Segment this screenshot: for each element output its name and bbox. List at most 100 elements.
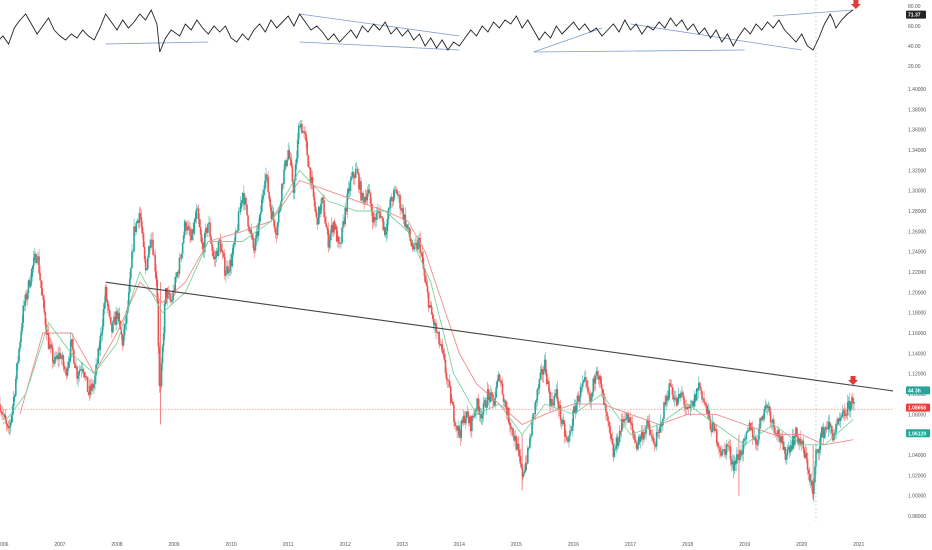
candle-body xyxy=(850,401,852,411)
oscillator-trendline-1[interactable] xyxy=(299,13,460,37)
candle-body xyxy=(322,197,324,201)
candle-body xyxy=(759,418,761,429)
candle-body xyxy=(596,371,599,376)
candle-body xyxy=(848,400,851,411)
candle-body xyxy=(492,394,494,401)
candle-body xyxy=(466,411,469,417)
candle-body xyxy=(494,397,496,406)
candle-body xyxy=(501,383,504,395)
candle-body xyxy=(48,344,51,349)
candle-body xyxy=(496,380,498,388)
candle-body xyxy=(271,211,274,219)
candle-body xyxy=(476,398,478,410)
candle-body xyxy=(243,193,245,205)
candle-body xyxy=(108,310,111,318)
candle-body xyxy=(160,363,163,387)
candle-body xyxy=(369,192,372,204)
candle-body xyxy=(274,228,277,234)
candle-body xyxy=(690,404,693,406)
candle-body xyxy=(643,432,645,440)
candle-body xyxy=(649,429,652,435)
candle-body xyxy=(843,410,846,416)
candle-body xyxy=(601,388,604,394)
price-y-tick-label: 1.36000 xyxy=(908,128,926,134)
candle-body xyxy=(726,444,729,446)
candle-body xyxy=(220,250,223,252)
candle-body xyxy=(228,271,230,273)
candle-body xyxy=(34,253,36,259)
candle-body xyxy=(86,376,89,393)
candle-body xyxy=(562,419,565,425)
candle-body xyxy=(231,254,234,267)
candle-body xyxy=(589,392,591,403)
candle-body xyxy=(718,446,720,448)
candle-body xyxy=(605,403,607,412)
candle-body xyxy=(295,158,298,165)
candle-body xyxy=(296,139,299,159)
candle-body xyxy=(577,395,580,402)
candle-body xyxy=(84,376,87,378)
price-y-tick-label: 1.10000 xyxy=(908,392,926,398)
candle-body xyxy=(5,419,8,425)
candle-body xyxy=(590,397,592,403)
oscillator-trendline-2[interactable] xyxy=(299,41,460,51)
oscillator-trendline-4[interactable] xyxy=(533,49,745,53)
candle-body xyxy=(287,150,289,160)
candle-body xyxy=(392,190,395,202)
candle-body xyxy=(464,418,467,424)
candle-body xyxy=(797,436,799,444)
candle-body xyxy=(328,240,331,248)
candle-body xyxy=(141,227,144,234)
candle-body xyxy=(398,195,400,196)
candle-body xyxy=(576,395,579,405)
candle-body xyxy=(10,415,13,423)
price-badge xyxy=(906,429,930,438)
candle-body xyxy=(100,334,103,336)
candle-body xyxy=(768,406,771,412)
oscillator-value-badge-text: 71.37 xyxy=(908,13,921,19)
candle-body xyxy=(470,416,472,432)
oscillator-trendline-0[interactable] xyxy=(105,41,209,45)
candle-body xyxy=(120,329,123,335)
candle-body xyxy=(522,472,525,477)
candle-body xyxy=(329,233,332,241)
candle-body xyxy=(704,402,706,405)
candle-body xyxy=(652,438,655,444)
candle-body xyxy=(619,430,622,432)
candle-body xyxy=(247,215,249,227)
candle-body xyxy=(17,361,19,364)
candle-body xyxy=(730,459,733,465)
candle-body xyxy=(548,381,550,392)
candle-body xyxy=(154,255,156,272)
candle-body xyxy=(245,197,247,205)
candle-body xyxy=(332,221,335,233)
candle-body xyxy=(623,419,625,423)
candle-body xyxy=(558,405,561,410)
candle-body xyxy=(599,376,602,384)
candle-body xyxy=(123,323,126,336)
price-y-tick-label: 1.14000 xyxy=(908,351,926,357)
candle-body xyxy=(762,416,765,419)
x-tick-label: 2010 xyxy=(226,542,237,548)
oscillator-trendline-5[interactable] xyxy=(630,23,802,51)
candle-body xyxy=(508,407,510,423)
candle-body xyxy=(633,434,636,440)
oscillator-trendline-6[interactable] xyxy=(773,9,854,17)
candle-body xyxy=(39,272,41,281)
candle-body xyxy=(672,395,675,400)
candle-body xyxy=(227,266,229,273)
candle-body xyxy=(658,427,661,433)
candle-body xyxy=(818,450,820,453)
candle-body xyxy=(765,405,768,406)
candle-body xyxy=(636,444,639,449)
candle-body xyxy=(114,316,116,325)
candle-body xyxy=(724,449,727,455)
price-trendline[interactable] xyxy=(105,281,894,392)
candle-body xyxy=(313,196,316,207)
candle-body xyxy=(186,227,188,231)
candle-body xyxy=(750,428,753,430)
candle-body xyxy=(106,300,109,307)
x-tick-label: 2016 xyxy=(568,542,579,548)
candle-body xyxy=(632,429,635,435)
